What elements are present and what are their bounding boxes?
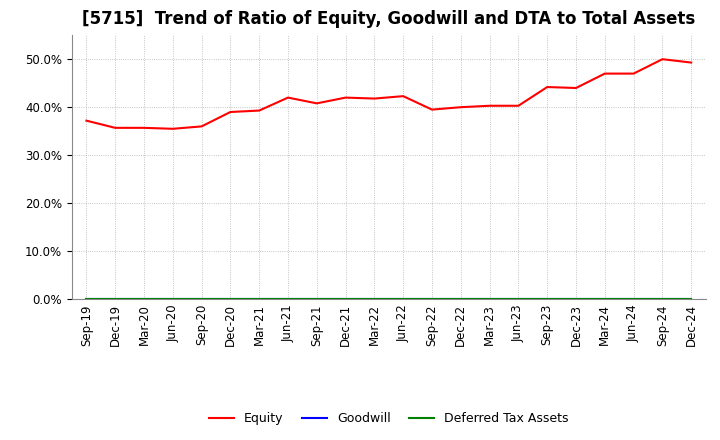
Deferred Tax Assets [111,297,120,302]
Goodwill [226,297,235,302]
Goodwill [514,297,523,302]
Goodwill [485,297,494,302]
Equity [226,110,235,115]
Deferred Tax Assets [629,297,638,302]
Deferred Tax Assets [168,297,177,302]
Equity [485,103,494,108]
Title: [5715]  Trend of Ratio of Equity, Goodwill and DTA to Total Assets: [5715] Trend of Ratio of Equity, Goodwil… [82,10,696,28]
Equity [140,125,148,131]
Goodwill [82,297,91,302]
Deferred Tax Assets [485,297,494,302]
Equity [197,124,206,129]
Equity [399,94,408,99]
Deferred Tax Assets [658,297,667,302]
Equity [370,96,379,101]
Goodwill [197,297,206,302]
Equity [82,118,91,123]
Goodwill [658,297,667,302]
Deferred Tax Assets [341,297,350,302]
Equity [168,126,177,132]
Goodwill [428,297,436,302]
Deferred Tax Assets [226,297,235,302]
Deferred Tax Assets [456,297,465,302]
Equity [428,107,436,112]
Deferred Tax Assets [687,297,696,302]
Goodwill [168,297,177,302]
Equity [514,103,523,108]
Goodwill [370,297,379,302]
Equity [255,108,264,113]
Deferred Tax Assets [312,297,321,302]
Deferred Tax Assets [514,297,523,302]
Goodwill [687,297,696,302]
Goodwill [140,297,148,302]
Goodwill [600,297,609,302]
Deferred Tax Assets [600,297,609,302]
Goodwill [341,297,350,302]
Goodwill [284,297,292,302]
Equity [687,60,696,65]
Deferred Tax Assets [140,297,148,302]
Deferred Tax Assets [82,297,91,302]
Equity [600,71,609,76]
Goodwill [111,297,120,302]
Deferred Tax Assets [572,297,580,302]
Goodwill [543,297,552,302]
Equity [543,84,552,90]
Deferred Tax Assets [428,297,436,302]
Goodwill [255,297,264,302]
Line: Equity: Equity [86,59,691,129]
Goodwill [572,297,580,302]
Deferred Tax Assets [284,297,292,302]
Equity [629,71,638,76]
Deferred Tax Assets [370,297,379,302]
Goodwill [629,297,638,302]
Legend: Equity, Goodwill, Deferred Tax Assets: Equity, Goodwill, Deferred Tax Assets [204,407,574,430]
Goodwill [399,297,408,302]
Deferred Tax Assets [543,297,552,302]
Goodwill [456,297,465,302]
Goodwill [312,297,321,302]
Equity [572,85,580,91]
Equity [284,95,292,100]
Deferred Tax Assets [399,297,408,302]
Deferred Tax Assets [197,297,206,302]
Equity [341,95,350,100]
Equity [111,125,120,131]
Equity [312,101,321,106]
Deferred Tax Assets [255,297,264,302]
Equity [456,105,465,110]
Equity [658,57,667,62]
